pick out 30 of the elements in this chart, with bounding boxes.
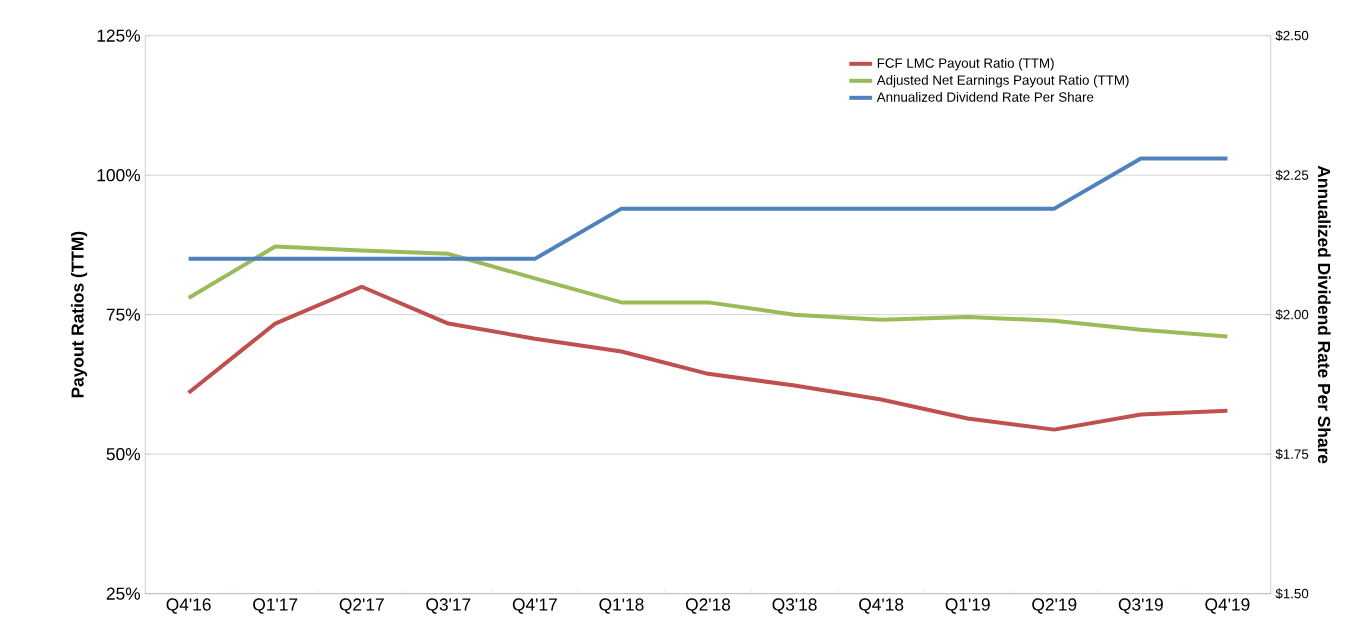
x-tick-label: Q4'17 (512, 598, 557, 614)
x-tick-label: Q4'19 (1205, 598, 1250, 614)
x-tick-label: Q3'17 (426, 598, 471, 614)
x-tick-label: Q3'18 (772, 598, 817, 614)
y-tick-label: 25% (106, 587, 141, 600)
y-axis-title: Payout Ratios (TTM) (70, 231, 88, 398)
x-tick-label: Q1'18 (599, 598, 644, 614)
x-tick-label: Q2'17 (339, 598, 384, 614)
x-tick-label: Q4'16 (166, 598, 211, 614)
y-tick-label: 75% (106, 308, 141, 321)
legend-label: Annualized Dividend Rate Per Share (876, 91, 1094, 102)
y2-tick-label: $2.50 (1275, 30, 1309, 42)
legend-label: Adjusted Net Earnings Payout Ratio (TTM) (876, 74, 1129, 88)
x-tick-label: Q2'19 (1032, 598, 1077, 614)
x-tick-label: Q1'17 (253, 598, 298, 614)
y2-tick-label: $2.25 (1275, 169, 1309, 181)
x-tick-label: Q1'19 (945, 598, 990, 614)
y2-tick-label: $1.50 (1275, 588, 1309, 600)
line-series (186, 244, 1230, 339)
y2-axis-title: Annualized Dividend Rate Per Share (1317, 165, 1331, 464)
y-tick-label: 125% (97, 29, 141, 42)
legend-label: FCF LMC Payout Ratio (TTM) (877, 58, 1054, 71)
x-tick-label: Q3'19 (1118, 598, 1163, 614)
x-tick-label: Q4'18 (859, 598, 904, 614)
line-series (186, 284, 1230, 432)
y2-tick-label: $2.00 (1275, 309, 1309, 321)
y2-tick-label: $1.75 (1275, 448, 1309, 460)
x-tick-label: Q2'18 (685, 598, 731, 614)
y-tick-label: 50% (106, 448, 141, 461)
y-tick-label: 100% (97, 169, 141, 182)
